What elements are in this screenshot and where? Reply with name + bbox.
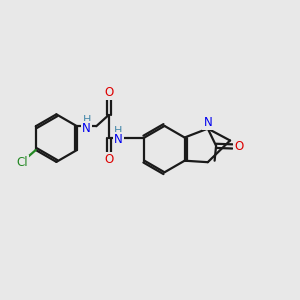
Text: N: N	[114, 134, 123, 146]
Text: Cl: Cl	[16, 156, 28, 169]
Text: N: N	[82, 122, 91, 135]
Text: O: O	[104, 153, 113, 166]
Text: H: H	[82, 115, 91, 125]
Text: O: O	[234, 140, 244, 153]
Text: H: H	[114, 126, 123, 136]
Text: N: N	[203, 116, 212, 129]
Text: O: O	[104, 86, 113, 99]
